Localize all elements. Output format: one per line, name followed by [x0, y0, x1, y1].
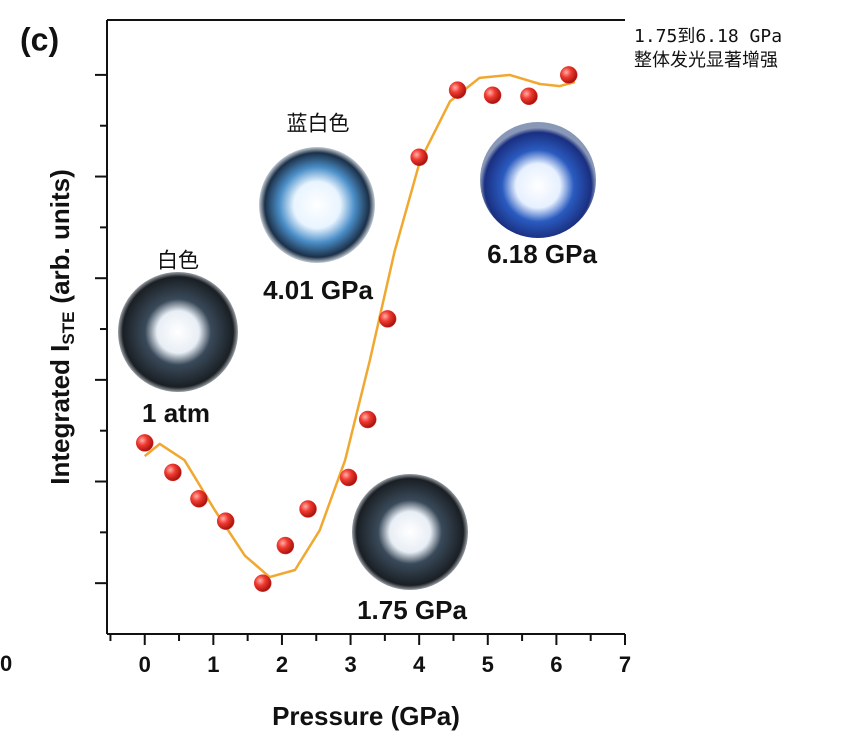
- inset-label: 4.01 GPa: [263, 275, 373, 305]
- fit-line: [143, 73, 576, 579]
- data-point: [559, 66, 578, 84]
- x-tick-label: 2: [276, 652, 288, 677]
- annotation: 1.75到6.18 GPa: [634, 26, 782, 47]
- corner-label: 0: [0, 651, 12, 676]
- y-axis-title-sub: STE: [59, 312, 78, 345]
- data-point: [299, 500, 317, 518]
- data-point: [483, 86, 502, 104]
- data-point: [410, 148, 428, 166]
- data-point: [520, 87, 538, 105]
- inset-photo: [352, 474, 468, 590]
- data-point: [276, 536, 295, 555]
- x-tick-label: 6: [550, 652, 562, 677]
- y-axis-title-main: Integrated I: [45, 345, 75, 485]
- data-point: [253, 574, 272, 592]
- x-tick-label: 1: [207, 652, 219, 677]
- data-point: [216, 512, 235, 530]
- inset-label: 1 atm: [142, 398, 210, 428]
- inset-photo: [480, 122, 596, 238]
- y-axis-title: Integrated ISTE (arb. units): [45, 169, 79, 485]
- x-tick-label: 3: [344, 652, 356, 677]
- data-point: [164, 463, 182, 482]
- inset-photo: [259, 147, 375, 263]
- data-point: [190, 490, 208, 508]
- inset-label: 6.18 GPa: [487, 239, 597, 269]
- data-point: [378, 310, 397, 328]
- data-point: [135, 434, 154, 452]
- color-label: 白色: [157, 250, 199, 273]
- x-tick-label: 0: [139, 652, 151, 677]
- y-axis-title-end: (arb. units): [45, 169, 75, 303]
- panel-label: (c): [20, 21, 59, 57]
- annotation: 整体发光显著增强: [634, 50, 778, 71]
- color-label: 蓝白色: [287, 113, 350, 136]
- x-tick-label: 7: [619, 652, 631, 677]
- inset-label: 1.75 GPa: [357, 595, 467, 625]
- insets: 1 atm 白色 4.01 GPa 蓝白色 6.18 GPa 1.75 GPa: [118, 113, 597, 625]
- x-tick-label: 5: [482, 652, 494, 677]
- x-tick-label: 4: [413, 652, 426, 677]
- x-axis-title: Pressure (GPa): [272, 701, 460, 731]
- data-point: [448, 81, 467, 99]
- data-point: [358, 410, 377, 429]
- data-point: [339, 468, 358, 487]
- inset-photo: [118, 272, 238, 392]
